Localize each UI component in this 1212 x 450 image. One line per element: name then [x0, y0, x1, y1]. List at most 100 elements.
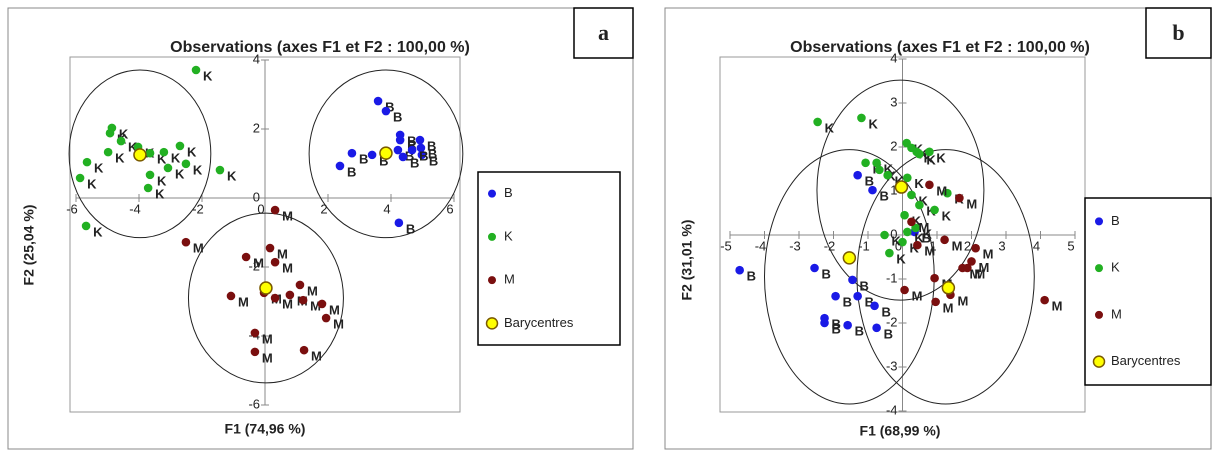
point-label: K — [936, 150, 946, 165]
legend-label: M — [1111, 306, 1122, 321]
x-tick-label: -1 — [858, 238, 870, 253]
point — [930, 205, 939, 215]
point-label: B — [385, 99, 394, 114]
point — [143, 183, 153, 193]
y-tick-label: -2 — [886, 314, 898, 329]
x-tick-label: 1 — [929, 238, 936, 253]
point-label: M — [333, 316, 344, 331]
point-label: M — [957, 293, 968, 308]
point — [145, 170, 155, 180]
barycentre — [259, 281, 273, 295]
point — [853, 291, 862, 301]
point-label: B — [407, 133, 416, 148]
point-label: K — [171, 151, 181, 166]
point — [848, 275, 857, 285]
point — [417, 150, 427, 160]
point-label: B — [379, 153, 388, 168]
point — [870, 301, 879, 311]
point — [853, 170, 862, 180]
legend-box — [1084, 197, 1212, 386]
point-label: M — [983, 247, 994, 262]
legend-box — [477, 171, 621, 346]
point-label: M — [924, 244, 935, 259]
x-tick-label: -4 — [755, 238, 767, 253]
point-label: B — [855, 324, 864, 339]
point-label: K — [155, 186, 165, 201]
x-tick-label: -2 — [192, 201, 204, 216]
point — [226, 291, 236, 301]
x-tick-label: 0 — [257, 201, 264, 216]
point — [857, 113, 866, 123]
point — [285, 290, 295, 300]
point — [898, 237, 907, 247]
point — [872, 323, 881, 333]
point — [163, 163, 173, 173]
point — [298, 295, 308, 305]
point-label: K — [868, 116, 878, 131]
y-tick-label: -3 — [886, 358, 898, 373]
point — [103, 147, 113, 157]
point-label: K — [93, 224, 103, 239]
point-label: K — [203, 68, 213, 83]
point-label: B — [859, 278, 868, 293]
point-label: B — [884, 326, 893, 341]
point — [381, 106, 391, 116]
chart-title: Observations (axes F1 et F2 : 100,00 %) — [790, 39, 1090, 56]
point — [347, 148, 357, 158]
point — [915, 200, 924, 210]
point-label: B — [429, 153, 438, 168]
legend-marker — [488, 276, 496, 285]
x-tick-label: 6 — [446, 201, 453, 216]
point — [250, 328, 260, 338]
point — [913, 240, 922, 250]
point-label: K — [187, 144, 197, 159]
barycentre — [379, 146, 393, 160]
panel-tag-box — [1145, 7, 1212, 59]
point — [900, 285, 909, 295]
point — [299, 345, 309, 355]
point-label: B — [882, 304, 891, 319]
chart-title: Observations (axes F1 et F2 : 100,00 %) — [170, 39, 470, 56]
point — [831, 291, 840, 301]
y-axis-label: F2 (25,04 %) — [21, 205, 37, 286]
point-label: B — [393, 109, 402, 124]
point — [940, 235, 949, 245]
point-label: K — [892, 233, 902, 248]
point — [373, 96, 383, 106]
legend-label: M — [504, 272, 515, 287]
point-label: B — [419, 148, 428, 163]
point-label: M — [1052, 299, 1063, 314]
point-label: K — [115, 151, 125, 166]
y-tick-label: 1 — [890, 182, 897, 197]
point — [175, 141, 185, 151]
point-label: K — [942, 208, 952, 223]
point — [872, 158, 881, 168]
panel-frame — [7, 7, 634, 450]
point-label: K — [227, 168, 237, 183]
point — [911, 223, 920, 233]
legend-marker — [485, 317, 499, 330]
legend-label: B — [504, 185, 513, 200]
point — [191, 65, 201, 75]
point-label: K — [926, 152, 936, 167]
legend-marker — [1095, 310, 1103, 319]
point-label: M — [912, 288, 923, 303]
point — [955, 193, 964, 203]
point-label: K — [912, 214, 922, 229]
point-label: M — [262, 331, 273, 346]
point-label: K — [94, 161, 104, 176]
point — [868, 185, 877, 195]
y-tick-label: -2 — [248, 258, 260, 273]
point — [335, 161, 345, 171]
point — [398, 152, 408, 162]
point-label: K — [923, 226, 933, 241]
point-label: K — [87, 176, 97, 191]
point — [967, 257, 976, 266]
y-tick-label: 3 — [890, 94, 897, 109]
x-tick-label: 4 — [1033, 238, 1040, 253]
y-axis-label: F2 (31,01 %) — [679, 220, 695, 301]
point-label: K — [119, 126, 129, 141]
point — [925, 180, 934, 190]
point-label: B — [832, 321, 841, 336]
confidence-ellipse — [308, 69, 464, 239]
